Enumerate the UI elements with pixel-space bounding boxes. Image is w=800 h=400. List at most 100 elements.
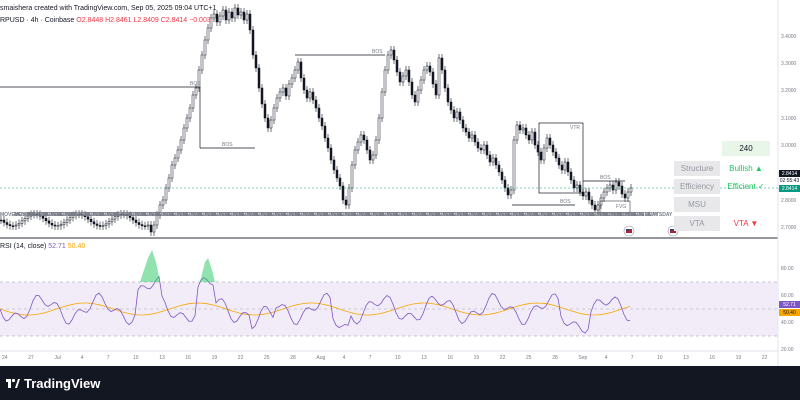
candle-body — [50, 223, 54, 226]
time-axis-label: 10 — [657, 355, 663, 361]
price-axis-label: 3.4000 — [781, 34, 797, 40]
candle-body — [284, 87, 288, 97]
candle-body — [488, 154, 492, 163]
time-axis-label: 24 — [2, 355, 8, 361]
candle-body — [422, 69, 426, 81]
movements-marker: MOVEMENTSDAY — [42, 212, 85, 218]
candle-body — [593, 204, 597, 211]
candle-body — [359, 134, 363, 143]
candle-body — [107, 221, 111, 225]
time-axis-label: 4 — [343, 355, 346, 361]
chart-title: smaishera created with TradingView.com, … — [0, 5, 217, 12]
candle-body — [197, 69, 201, 89]
candle-body — [380, 91, 384, 119]
candle-body — [341, 185, 345, 201]
candle-body — [440, 57, 444, 71]
candle-body — [344, 199, 348, 206]
candle-body — [470, 134, 474, 139]
candle-body — [113, 216, 117, 220]
candle-body — [260, 87, 264, 105]
candle-body — [128, 215, 132, 218]
candle-body — [605, 187, 609, 193]
candle-body — [164, 187, 168, 201]
candle-body — [596, 204, 600, 211]
candle-body — [362, 134, 366, 141]
candle-body — [101, 225, 105, 227]
movements-marker: MOVEMENTSDAY — [616, 212, 659, 218]
time-axis-label: 16 — [709, 355, 715, 361]
candle-body — [98, 225, 102, 227]
candle-body — [59, 224, 63, 227]
bos-label: BOS — [600, 175, 611, 181]
candle-body — [122, 213, 126, 216]
candle-body — [176, 149, 180, 159]
candle-body — [293, 69, 297, 79]
candle-body — [134, 219, 138, 223]
movements-marker: MOVEMENTSDAY — [238, 212, 281, 218]
chart-canvas[interactable]: 3.40003.30003.20003.10003.00002.90002.80… — [0, 0, 800, 366]
tradingview-icon — [6, 378, 20, 388]
candle-body — [314, 99, 318, 109]
movements-marker: MOVEMENTSDAY — [630, 212, 673, 218]
candle-body — [272, 107, 276, 121]
candle-body — [407, 69, 411, 83]
candle-body — [317, 107, 321, 119]
bos-label: BOS — [190, 81, 201, 87]
candle-body — [509, 189, 513, 196]
candle-body — [17, 222, 21, 226]
candle-body — [179, 139, 183, 151]
time-axis-label: 10 — [395, 355, 401, 361]
candle-body — [287, 83, 291, 97]
rsi-legend: RSI (14, close) 52.71 50.40 — [0, 243, 85, 250]
movements-marker: MOVEMENTSDAY — [84, 212, 127, 218]
candle-body — [353, 149, 357, 166]
movements-marker: MOVEMENTSDAY — [602, 212, 645, 218]
movements-marker: MOVEMENTSDAY — [0, 212, 43, 218]
time-axis-label: 27 — [28, 355, 34, 361]
candle-body — [155, 214, 159, 226]
structure-label: Structure — [674, 161, 720, 176]
candle-body — [368, 149, 372, 161]
candle-body — [323, 125, 327, 139]
candle-body — [248, 13, 252, 31]
candle-body — [443, 69, 447, 89]
candle-body — [617, 181, 621, 187]
candle-body — [296, 61, 300, 71]
time-axis-label: 28 — [290, 355, 296, 361]
candle-body — [563, 161, 567, 171]
rsi-title: RSI (14, close) — [0, 243, 47, 250]
candle-body — [305, 89, 309, 99]
movements-marker: MOVEMENTSDAY — [434, 212, 477, 218]
ohlc-values: O2.8448 H2.8461 L2.8409 C2.8414 −0.003 — [76, 17, 211, 24]
candle-body — [383, 69, 387, 93]
candle-body — [281, 87, 285, 93]
candle-body — [500, 171, 504, 181]
movements-marker: MOVEMENTSDAY — [224, 212, 267, 218]
candle-body — [212, 13, 216, 19]
candle-body — [524, 127, 528, 136]
candle-body — [86, 216, 90, 220]
movements-marker: MOVEMENTSDAY — [126, 212, 169, 218]
candle-body — [89, 218, 93, 222]
candle-body — [350, 164, 354, 189]
candle-body — [413, 94, 417, 103]
candle-body — [527, 134, 531, 141]
movements-marker: MOVEMENTSDAY — [574, 212, 617, 218]
movements-marker: MOVEMENTSDAY — [28, 212, 71, 218]
candle-body — [224, 9, 228, 21]
candle-body — [551, 144, 555, 153]
candle-body — [494, 157, 498, 166]
candle-body — [125, 214, 129, 216]
movements-marker: MOVEMENTSDAY — [70, 212, 113, 218]
candle-body — [473, 134, 477, 143]
candle-body — [74, 213, 78, 216]
candle-body — [191, 94, 195, 109]
time-axis-label: 7 — [631, 355, 634, 361]
movements-marker: MOVEMENTSDAY — [140, 212, 183, 218]
movements-marker: MOVEMENTSDAY — [518, 212, 561, 218]
movements-marker: MOVEMENTSDAY — [490, 212, 533, 218]
symbol-line: RPUSD · 4h · Coinbase O2.8448 H2.8461 L2… — [0, 16, 211, 26]
tradingview-logo[interactable]: TradingView — [6, 376, 100, 391]
rsi-overbought-fill — [140, 250, 160, 282]
rsi-value: 52.71 — [48, 243, 66, 250]
